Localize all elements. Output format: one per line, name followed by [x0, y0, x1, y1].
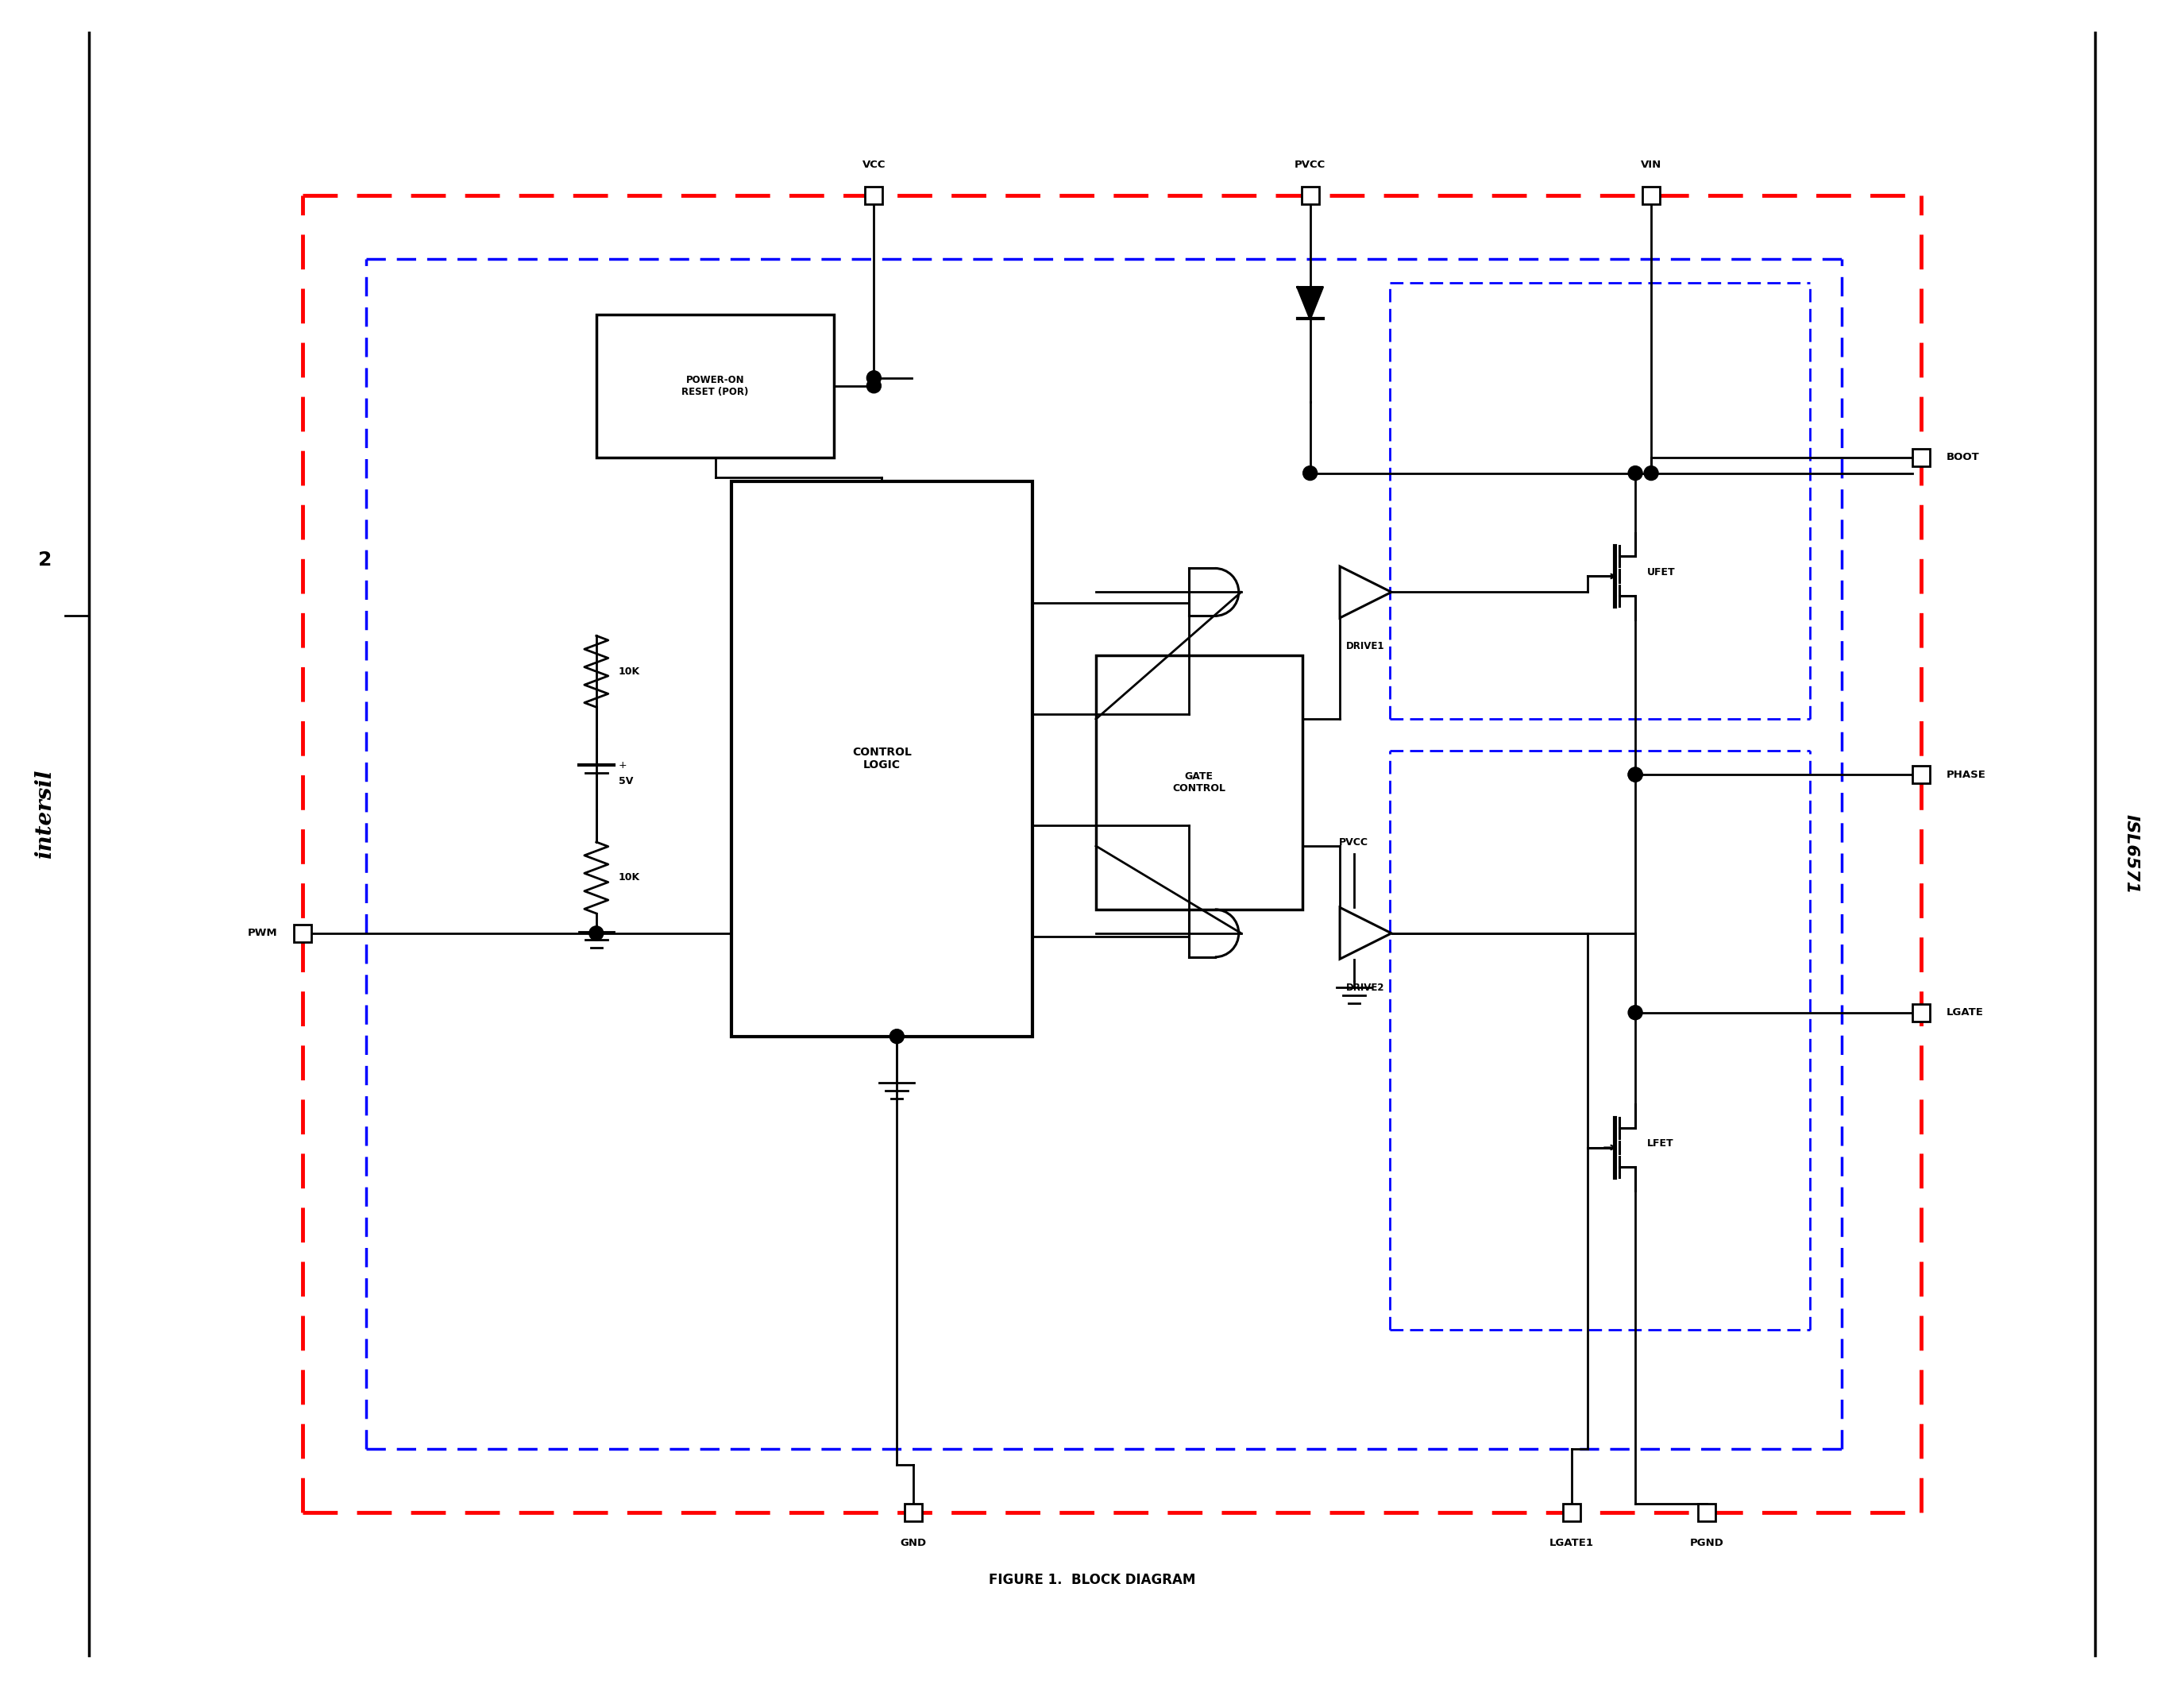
Text: DRIVE1: DRIVE1 [1345, 641, 1385, 652]
Text: PVCC: PVCC [1339, 837, 1369, 847]
Polygon shape [1297, 287, 1324, 319]
Bar [1642, 187, 1660, 204]
Circle shape [590, 927, 603, 940]
Bar [1913, 1004, 1928, 1021]
Bar [732, 481, 1033, 1036]
Text: GATE
CONTROL: GATE CONTROL [1173, 771, 1225, 793]
Text: LGATE1: LGATE1 [1551, 1538, 1594, 1548]
Text: POWER-ON
RESET (POR): POWER-ON RESET (POR) [681, 375, 749, 397]
Circle shape [867, 371, 880, 385]
Text: BOOT: BOOT [1946, 452, 1979, 463]
Bar [295, 925, 312, 942]
Text: PHASE: PHASE [1946, 770, 1985, 780]
Text: +: + [618, 760, 627, 770]
Circle shape [1627, 1006, 1642, 1020]
Text: intersil: intersil [35, 770, 57, 859]
Text: LGATE: LGATE [1946, 1008, 1983, 1018]
Text: VIN: VIN [1640, 160, 1662, 170]
Circle shape [1627, 768, 1642, 782]
Circle shape [1627, 466, 1642, 481]
Bar [596, 314, 834, 457]
Bar [865, 187, 882, 204]
Text: FIGURE 1.  BLOCK DIAGRAM: FIGURE 1. BLOCK DIAGRAM [989, 1573, 1195, 1587]
Bar [1913, 766, 1928, 783]
Circle shape [1645, 466, 1658, 481]
Text: 10K: 10K [618, 873, 640, 883]
Text: PWM: PWM [247, 928, 277, 939]
Bar [1096, 655, 1302, 910]
Bar [904, 1504, 922, 1521]
Text: PGND: PGND [1690, 1538, 1723, 1548]
Polygon shape [1339, 567, 1391, 618]
Text: DRIVE2: DRIVE2 [1345, 982, 1385, 993]
Circle shape [889, 1030, 904, 1043]
Bar [1913, 449, 1928, 466]
Text: LFET: LFET [1647, 1138, 1673, 1148]
Polygon shape [1339, 908, 1391, 959]
Text: 10K: 10K [618, 667, 640, 677]
Text: PVCC: PVCC [1295, 160, 1326, 170]
Bar [1564, 1504, 1581, 1521]
Text: GND: GND [900, 1538, 926, 1548]
Text: CONTROL
LOGIC: CONTROL LOGIC [852, 746, 911, 771]
Bar [1697, 1504, 1714, 1521]
Circle shape [1627, 768, 1642, 782]
Circle shape [867, 378, 880, 393]
Text: UFET: UFET [1647, 567, 1675, 577]
Text: VCC: VCC [863, 160, 885, 170]
Text: 5V: 5V [618, 776, 633, 787]
Circle shape [1304, 466, 1317, 481]
Bar [1302, 187, 1319, 204]
Text: 2: 2 [37, 550, 52, 571]
Text: ISL6571: ISL6571 [2123, 814, 2138, 893]
